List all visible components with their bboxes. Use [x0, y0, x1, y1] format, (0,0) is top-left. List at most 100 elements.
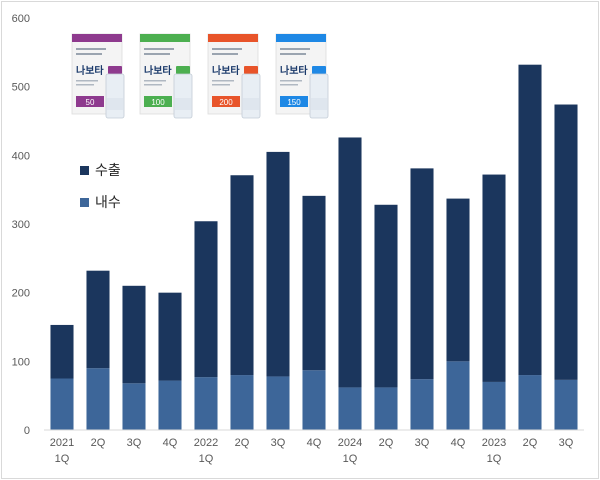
brand-label: 나보타: [144, 64, 172, 77]
vial-body: [309, 73, 329, 119]
bar-domestic: [554, 379, 578, 430]
dose-tag: [212, 96, 240, 107]
box-print-line: [280, 53, 306, 55]
bar-domestic: [230, 375, 254, 430]
box-print-line: [144, 53, 170, 55]
box-top-band: [208, 34, 258, 42]
bar-domestic: [194, 377, 218, 430]
bar-export: [158, 292, 182, 381]
bar-domestic: [86, 368, 110, 430]
x-tick-label: 1Q: [487, 453, 502, 465]
box-top-band: [276, 34, 326, 42]
y-tick-label: 600: [12, 13, 30, 25]
box-top-band: [72, 34, 122, 42]
x-tick-label: 1Q: [55, 453, 70, 465]
box-print-line: [144, 84, 162, 86]
x-tick-label: 2021: [50, 437, 74, 449]
bar-export: [230, 175, 254, 376]
x-tick-label: 1Q: [343, 453, 358, 465]
x-tick-label: 4Q: [307, 437, 322, 449]
box-top-band: [140, 34, 190, 42]
product-box: 나보타 150: [275, 33, 329, 119]
bars: [50, 64, 578, 430]
y-tick-label: 500: [12, 82, 30, 94]
vial-label: [311, 98, 327, 110]
box-print-line: [280, 80, 302, 82]
bar-export: [482, 174, 506, 382]
box-print-line: [212, 84, 230, 86]
y-tick-label: 400: [12, 150, 30, 162]
bar-export: [446, 198, 470, 362]
brand-label: 나보타: [280, 64, 308, 77]
bar-domestic: [122, 383, 146, 430]
bar-domestic: [374, 387, 398, 430]
bar-domestic: [50, 378, 74, 430]
x-axis: 2021 1Q 2Q 3Q 4Q 2022 1Q 2Q 3Q 4Q 2024 1Q 2Q 3Q 4Q 2023…: [44, 429, 584, 465]
legend-label-export: 수출: [95, 162, 121, 178]
dose-tag: [280, 96, 308, 107]
product-image: 나보타 50 나보타 100 나보타 200 나보타 150: [64, 15, 342, 131]
x-tick-label: 2Q: [235, 437, 250, 449]
y-tick-label: 300: [12, 219, 30, 231]
bar-export: [410, 168, 434, 380]
bar-domestic: [158, 380, 182, 430]
vial-body: [173, 73, 193, 119]
bar-export: [50, 324, 74, 379]
x-tick-label: 3Q: [127, 437, 142, 449]
vial-label: [107, 98, 123, 110]
dose-label: 50: [86, 98, 95, 107]
legend-swatch-domestic: [80, 198, 89, 207]
box-print-line: [76, 48, 106, 50]
y-tick-label: 0: [24, 425, 30, 437]
dose-tag: [144, 96, 172, 107]
bar-domestic: [302, 370, 326, 430]
bar-domestic: [266, 376, 290, 430]
y-tick-label: 100: [12, 356, 30, 368]
bar-export: [266, 151, 290, 377]
box-print-line: [76, 53, 102, 55]
x-tick-label: 3Q: [559, 437, 574, 449]
box-print-line: [76, 80, 98, 82]
legend-swatch-export: [80, 166, 89, 175]
box-print-line: [280, 48, 310, 50]
vial-label: [175, 98, 191, 110]
x-tick-label: 2Q: [523, 437, 538, 449]
brand-label: 나보타: [76, 64, 104, 77]
bar-export: [122, 285, 146, 384]
vial-cap: [312, 66, 326, 74]
x-tick-label: 4Q: [163, 437, 178, 449]
product-box: 나보타 50: [71, 33, 125, 119]
product-box: 나보타 100: [139, 33, 193, 119]
dose-label: 150: [287, 98, 301, 107]
dose-label: 200: [219, 98, 233, 107]
box-print-line: [280, 84, 298, 86]
legend-label-domestic: 내수: [95, 194, 121, 210]
vial-label: [243, 98, 259, 110]
vial-body: [241, 73, 261, 119]
box-print-line: [144, 48, 174, 50]
box-print-line: [212, 80, 234, 82]
x-tick-label: 2Q: [379, 437, 394, 449]
x-tick-label: 4Q: [451, 437, 466, 449]
vial-cap: [244, 66, 258, 74]
brand-label: 나보타: [212, 64, 240, 77]
bar-domestic: [338, 387, 362, 430]
box-print-line: [76, 84, 94, 86]
y-tick-label: 200: [12, 288, 30, 300]
x-tick-label: 2022: [194, 437, 218, 449]
bar-export: [554, 104, 578, 380]
dose-label: 100: [151, 98, 165, 107]
box-print-line: [212, 53, 238, 55]
bar-domestic: [518, 375, 542, 430]
bar-domestic: [482, 381, 506, 430]
box-print-line: [144, 80, 166, 82]
bar-export: [374, 204, 398, 388]
vial-cap: [176, 66, 190, 74]
legend: 수출 내수: [80, 162, 121, 210]
product-box: 나보타 200: [207, 33, 261, 119]
x-tick-label: 2023: [482, 437, 506, 449]
bar-export: [338, 137, 362, 388]
dose-tag: [76, 96, 104, 107]
box-print-line: [212, 48, 242, 50]
